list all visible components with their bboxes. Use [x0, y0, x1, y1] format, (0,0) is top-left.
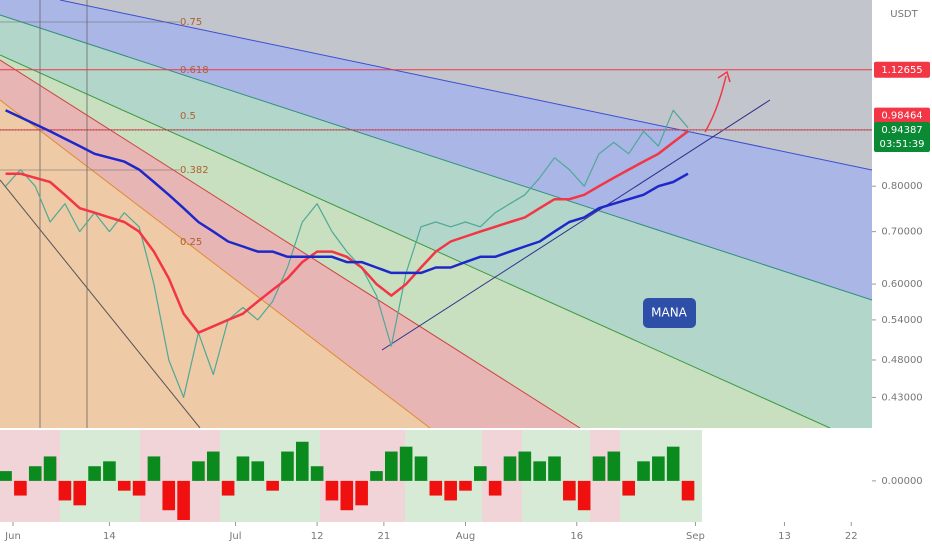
price-axis	[872, 0, 932, 550]
osc-bar	[370, 471, 383, 481]
x-tick-label: 12	[311, 531, 324, 542]
osc-bar	[206, 451, 220, 481]
osc-bar	[340, 480, 354, 511]
osc-bar	[117, 480, 131, 491]
osc-bar	[266, 480, 279, 491]
x-tick-label: 14	[103, 531, 116, 542]
osc-bar	[533, 461, 546, 481]
osc-bar	[548, 456, 561, 481]
x-tick-label: 16	[570, 531, 583, 542]
y-tick-label: 0.60000	[881, 279, 922, 290]
osc-bar	[666, 446, 680, 481]
osc-bar	[192, 461, 205, 481]
osc-bar	[88, 466, 101, 481]
osc-bar	[592, 456, 606, 481]
price-level-box	[874, 107, 930, 124]
osc-bar	[577, 480, 591, 511]
osc-bar	[474, 466, 487, 481]
fib-label: 0.25	[180, 237, 202, 248]
arrow-head	[717, 70, 731, 83]
y-tick-label: 0.80000	[881, 181, 922, 192]
x-tick-label: 22	[845, 531, 858, 542]
y-tick-label: 0.70000	[881, 227, 922, 238]
osc-bar	[681, 480, 695, 501]
x-tick-label: 21	[378, 531, 391, 542]
currency-label: USDT	[890, 9, 918, 20]
osc-bar	[162, 480, 176, 511]
last-price-label: 0.94387	[881, 125, 922, 136]
osc-tick-label: 0.00000	[881, 476, 922, 487]
osc-bar	[251, 461, 265, 481]
osc-bar	[518, 451, 532, 481]
x-tick-label: Jun	[4, 531, 21, 542]
osc-bar	[132, 480, 146, 496]
osc-bar	[385, 451, 398, 481]
fib-label: 0.75	[180, 17, 202, 28]
price-level-box	[874, 61, 930, 78]
fib-background	[0, 0, 872, 428]
y-tick-label: 0.43000	[881, 392, 922, 403]
fib-label: 0.382	[180, 165, 209, 176]
osc-bar	[310, 466, 324, 481]
osc-bar	[58, 480, 72, 501]
osc-bar	[73, 480, 87, 506]
osc-bar	[399, 446, 413, 481]
osc-bar	[28, 466, 42, 481]
symbol-label: MANA	[651, 306, 688, 320]
last-price-box	[874, 121, 930, 152]
osc-bar	[622, 480, 635, 496]
series-line	[5, 130, 689, 334]
osc-bar	[177, 480, 190, 520]
x-tick-label: Aug	[456, 531, 476, 542]
osc-bar	[607, 451, 621, 481]
osc-bar	[236, 456, 250, 481]
fib-label: 0.5	[180, 111, 196, 122]
trendline	[381, 99, 771, 351]
osc-bar	[355, 480, 368, 506]
osc-bar	[14, 480, 27, 496]
osc-bar	[652, 456, 665, 481]
osc-bar	[43, 456, 57, 481]
x-tick-label: Jul	[228, 531, 241, 542]
osc-bar	[0, 471, 12, 481]
osc-bar	[414, 456, 428, 481]
symbol-box	[643, 298, 696, 328]
countdown: 03:51:39	[880, 139, 925, 150]
arrow	[704, 75, 727, 133]
price-level-label: 1.12655	[881, 65, 922, 76]
osc-bar	[295, 441, 309, 481]
x-tick-label: Sep	[686, 531, 705, 542]
price-level-label: 0.98464	[881, 111, 922, 122]
osc-bar	[503, 456, 517, 481]
osc-bar	[103, 461, 116, 481]
osc-bar	[637, 461, 650, 481]
osc-bar	[563, 480, 576, 501]
osc-bar	[221, 480, 235, 496]
fib-label: 0.618	[180, 65, 209, 76]
osc-bar	[325, 480, 339, 501]
y-tick-label: 0.54000	[881, 315, 922, 326]
osc-bar	[147, 456, 161, 481]
series-line	[5, 109, 689, 275]
osc-bar	[281, 451, 294, 481]
y-tick-label: 0.48000	[881, 355, 922, 366]
osc-bar	[459, 480, 472, 491]
x-tick-label: 13	[778, 531, 791, 542]
series-line	[5, 109, 689, 398]
osc-bar	[488, 480, 502, 496]
osc-bar	[429, 480, 443, 496]
time-axis	[0, 522, 872, 550]
osc-bar	[444, 480, 457, 501]
